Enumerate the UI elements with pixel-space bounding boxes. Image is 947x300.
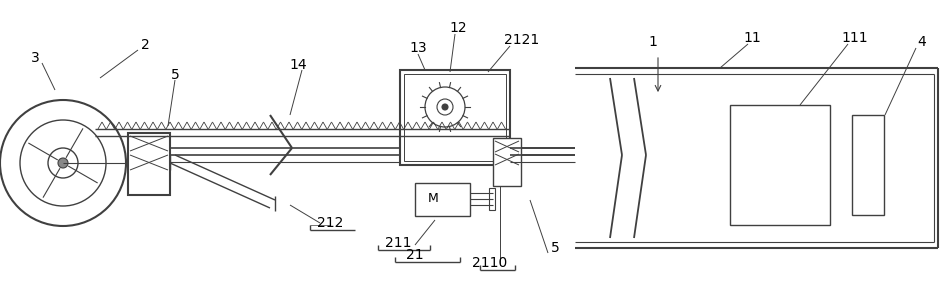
Circle shape	[437, 99, 453, 115]
Text: 2: 2	[140, 38, 150, 52]
Text: 1: 1	[649, 35, 657, 49]
Text: 111: 111	[842, 31, 868, 45]
Bar	[730, 105, 830, 225]
Text: 2121: 2121	[505, 33, 540, 47]
Text: 13: 13	[409, 41, 427, 55]
Text: 4: 4	[918, 35, 926, 49]
Circle shape	[20, 120, 106, 206]
Text: 14: 14	[289, 58, 307, 72]
Bar	[404, 74, 506, 161]
Circle shape	[425, 87, 465, 127]
Bar	[415, 183, 470, 216]
Circle shape	[442, 104, 448, 110]
Text: 212: 212	[317, 216, 343, 230]
Text: 211: 211	[384, 236, 411, 250]
Circle shape	[58, 158, 68, 168]
Text: 12: 12	[449, 21, 467, 35]
Text: 5: 5	[550, 241, 560, 255]
Text: M: M	[428, 193, 438, 206]
Text: 3: 3	[30, 51, 40, 65]
Bar	[489, 188, 495, 210]
Text: 2110: 2110	[473, 256, 508, 270]
Bar	[493, 138, 521, 186]
Circle shape	[0, 100, 126, 226]
Bar	[852, 115, 884, 215]
Text: 21: 21	[406, 248, 424, 262]
Circle shape	[48, 148, 78, 178]
Text: 5: 5	[170, 68, 179, 82]
Bar	[400, 70, 510, 165]
Text: 11: 11	[743, 31, 760, 45]
Bar	[128, 133, 170, 195]
